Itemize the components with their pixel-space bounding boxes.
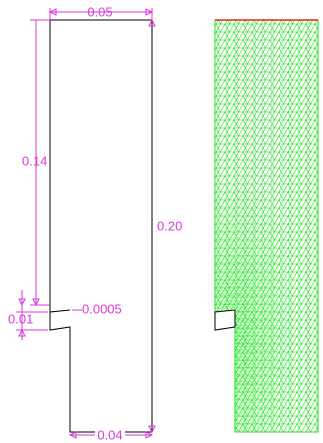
page: 0.05 0.14 0.20 0.01 0.0005 0.04 (() => {… (0, 0, 323, 443)
dim-label: 0.0005 (82, 301, 122, 316)
dim-label: 0.05 (87, 4, 112, 19)
dimensions: 0.05 0.14 0.20 0.01 0.0005 0.04 (8, 4, 182, 442)
mesh-fine (215, 20, 318, 432)
dim-label: 0.01 (8, 311, 33, 326)
outline (50, 20, 152, 432)
geometry (50, 20, 152, 432)
dim-label: 0.04 (97, 427, 122, 442)
figure: 0.05 0.14 0.20 0.01 0.0005 0.04 (0, 0, 323, 443)
dim-label: 0.14 (22, 153, 47, 168)
mesh (215, 20, 318, 432)
dim-label: 0.20 (157, 218, 182, 233)
